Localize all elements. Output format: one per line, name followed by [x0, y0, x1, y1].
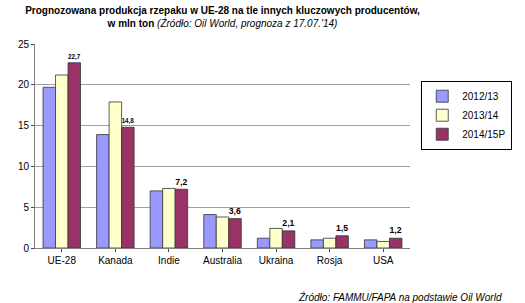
svg-text:22,7: 22,7 [68, 53, 81, 61]
svg-text:USA: USA [373, 255, 394, 266]
svg-text:Ukraina: Ukraina [259, 255, 294, 266]
svg-text:Rosja: Rosja [317, 255, 343, 266]
svg-text:3,6: 3,6 [229, 206, 241, 216]
svg-text:1,2: 1,2 [389, 225, 401, 235]
svg-text:2,1: 2,1 [282, 218, 294, 228]
svg-text:20: 20 [18, 79, 30, 90]
svg-text:14,8: 14,8 [122, 117, 135, 125]
svg-text:Indie: Indie [158, 255, 180, 266]
svg-text:Kanada: Kanada [98, 255, 133, 266]
svg-text:15: 15 [18, 120, 30, 131]
svg-text:5: 5 [23, 202, 29, 213]
svg-text:2014/15P: 2014/15P [462, 129, 505, 140]
svg-text:10: 10 [18, 161, 30, 172]
svg-text:1,5: 1,5 [336, 223, 348, 233]
svg-text:Źródło: FAMMU/FAPA na podstawi: Źródło: FAMMU/FAPA na podstawie Oil Worl… [298, 291, 502, 303]
svg-text:Australia: Australia [203, 255, 242, 266]
svg-text:25: 25 [18, 39, 30, 50]
svg-text:UE-28: UE-28 [48, 255, 77, 266]
svg-text:Prognozowana produkcja rzepaku: Prognozowana produkcja rzepaku w UE-28 n… [25, 5, 420, 29]
svg-text:7,2: 7,2 [175, 177, 187, 187]
svg-text:0: 0 [23, 243, 29, 254]
svg-text:2012/13: 2012/13 [462, 91, 499, 102]
svg-text:2013/14: 2013/14 [462, 110, 499, 121]
